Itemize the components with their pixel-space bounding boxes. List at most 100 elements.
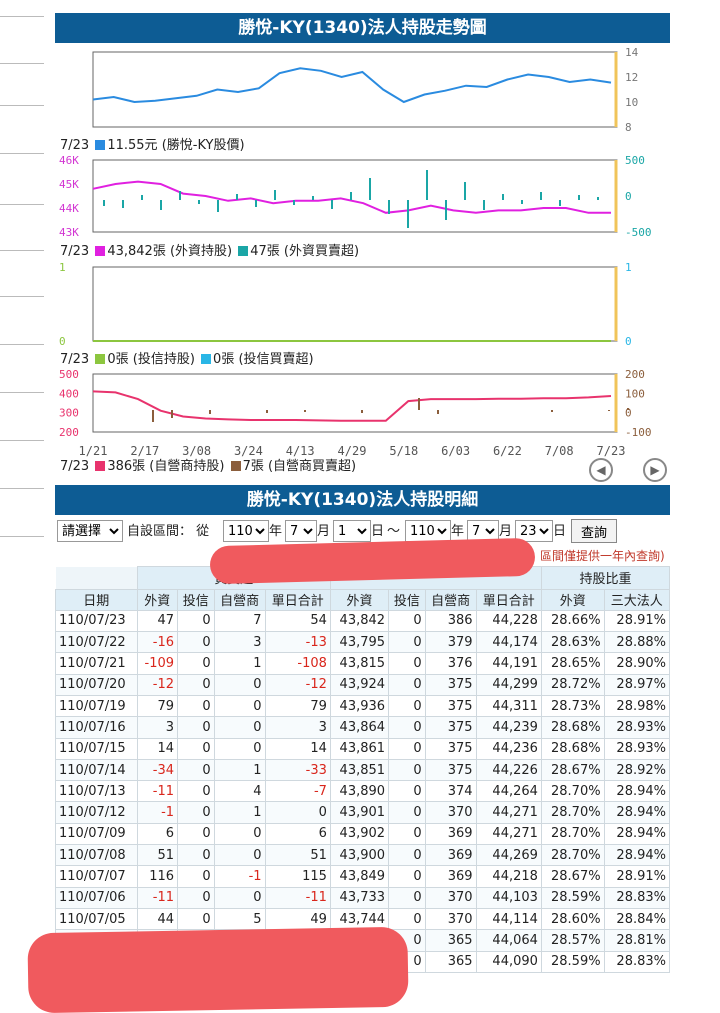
dealer-right-tick: 100 [625, 387, 645, 400]
triangle-left-icon[interactable]: ◀ [589, 458, 613, 482]
table-cell: 54 [264, 609, 331, 633]
trust-legend-date: 7/23 [60, 352, 90, 367]
chart-area: 14 12 10 8 500 0 -500 46K 45K 44K 43K 1 0 1 0 200 100 0 -1… [55, 42, 670, 482]
table-cell: 0 [388, 694, 426, 718]
table-cell: 110/07/13 [55, 780, 138, 803]
foreign-buysell-bar [578, 195, 580, 200]
table-cell: 28.70% [540, 844, 605, 867]
table-row: 110/07/23 47 0 7 54 43,842 0 386 44,228 28.66% 28.… [55, 609, 671, 633]
column-header: 單日合計 [475, 588, 542, 611]
table-cell: 43,744 [329, 907, 390, 931]
dealer-buysell-bar [152, 410, 154, 422]
table-cell: -33 [264, 758, 331, 782]
table-cell: 0 [388, 673, 426, 696]
ratio-group-header: 持股比重 [540, 566, 671, 590]
dealer-buysell-bar [551, 410, 553, 412]
table-cell: 28.94% [603, 780, 671, 803]
table-cell: 6 [136, 822, 179, 846]
table-cell: 1 [213, 652, 266, 675]
dealer-left-tick: 300 [59, 407, 79, 420]
table-cell: 0 [177, 907, 215, 931]
table-cell: 28.98% [603, 694, 671, 718]
dealer-plot-frame [92, 373, 618, 433]
from-year-select[interactable]: 110 [223, 520, 269, 542]
foreign-buysell-bar [559, 200, 561, 206]
table-cell: 28.94% [603, 801, 671, 824]
table-cell: 44,299 [475, 673, 542, 696]
table-cell: 28.91% [603, 865, 671, 888]
table-cell: 110/07/12 [55, 801, 138, 824]
to-month-select[interactable]: 7 [467, 520, 499, 542]
table-cell: 110/07/15 [55, 737, 138, 760]
table-cell: 0 [177, 694, 215, 718]
table-cell: 0 [388, 907, 426, 931]
table-cell: 28.83% [603, 950, 671, 973]
table-cell: 370 [424, 801, 477, 824]
table-cell: 0 [388, 844, 426, 867]
table-cell: 0 [213, 844, 266, 867]
table-cell: 43,936 [329, 694, 390, 718]
foreign-buysell-bar [122, 200, 124, 208]
table-cell: 375 [424, 673, 477, 696]
table-cell: 110/07/06 [55, 886, 138, 909]
query-button[interactable]: 查詢 [571, 519, 617, 543]
trust-buysell-swatch [201, 354, 212, 364]
column-header: 外資 [329, 588, 390, 611]
table-row: 110/07/15 14 0 0 14 43,861 0 375 44,236 28.68% 28.… [55, 737, 671, 760]
dealer-left-tick: 200 [59, 426, 79, 439]
table-cell: 43,864 [329, 716, 390, 739]
table-cell: 28.81% [603, 929, 671, 952]
table-cell: 51 [136, 844, 179, 867]
foreign-buysell-bar [179, 191, 181, 200]
table-cell: 0 [388, 822, 426, 846]
table-cell: 115 [264, 865, 331, 888]
preset-select[interactable]: 請選擇 [57, 520, 123, 542]
table-cell: 0 [177, 758, 215, 782]
table-cell: -7 [264, 780, 331, 803]
table-cell: 28.59% [540, 950, 605, 973]
table-cell: 44,226 [475, 758, 542, 782]
to-year-select[interactable]: 110 [405, 520, 451, 542]
from-day-select[interactable]: 1 [333, 520, 371, 542]
table-cell: 369 [424, 844, 477, 867]
table-cell: 43,900 [329, 844, 390, 867]
table-cell: 44,271 [475, 801, 542, 824]
to-year-unit: 年 [451, 524, 465, 539]
range-tilde: ～ [387, 524, 401, 539]
table-cell: -34 [136, 758, 179, 782]
column-header: 投信 [177, 588, 215, 611]
foreign-buysell-bar [597, 197, 599, 200]
trust-legend: 7/23 0張 (投信持股) 0張 (投信買賣超) [60, 348, 314, 367]
table-cell: 28.66% [540, 609, 605, 633]
range-label: 自設區間： 從 [127, 524, 210, 539]
trust-left-tick: 1 [59, 261, 66, 274]
table-cell: -11 [136, 780, 179, 803]
x-axis-tick: 2/17 [130, 444, 159, 458]
from-month-select[interactable]: 7 [285, 520, 317, 542]
table-cell: 28.72% [540, 673, 605, 696]
table-cell: 0 [213, 694, 266, 718]
table-cell: 44,064 [475, 929, 542, 952]
foreign-buysell-bar [103, 200, 105, 206]
table-cell: 0 [388, 737, 426, 760]
to-day-select[interactable]: 23 [515, 520, 553, 542]
foreign-buysell-bar [426, 170, 428, 200]
table-cell: 28.90% [603, 652, 671, 675]
foreign-left-tick: 46K [59, 154, 79, 167]
trust-holding-swatch [95, 354, 106, 364]
foreign-buysell-bar [407, 200, 409, 228]
foreign-holding-swatch [95, 246, 106, 256]
table-cell: 43,815 [329, 652, 390, 675]
column-header: 投信 [388, 588, 426, 611]
column-header: 三大法人 [603, 588, 671, 611]
table-cell: 374 [424, 780, 477, 803]
table-cell: 110/07/22 [55, 631, 138, 654]
foreign-left-tick: 44K [59, 202, 79, 215]
x-axis-tick: 4/13 [286, 444, 315, 458]
foreign-buysell-bar [540, 192, 542, 200]
table-cell: 44,239 [475, 716, 542, 739]
table-cell: 28.94% [603, 844, 671, 867]
foreign-buysell-bar [312, 196, 314, 200]
table-cell: 110/07/08 [55, 844, 138, 867]
triangle-right-icon[interactable]: ▶ [643, 458, 667, 482]
